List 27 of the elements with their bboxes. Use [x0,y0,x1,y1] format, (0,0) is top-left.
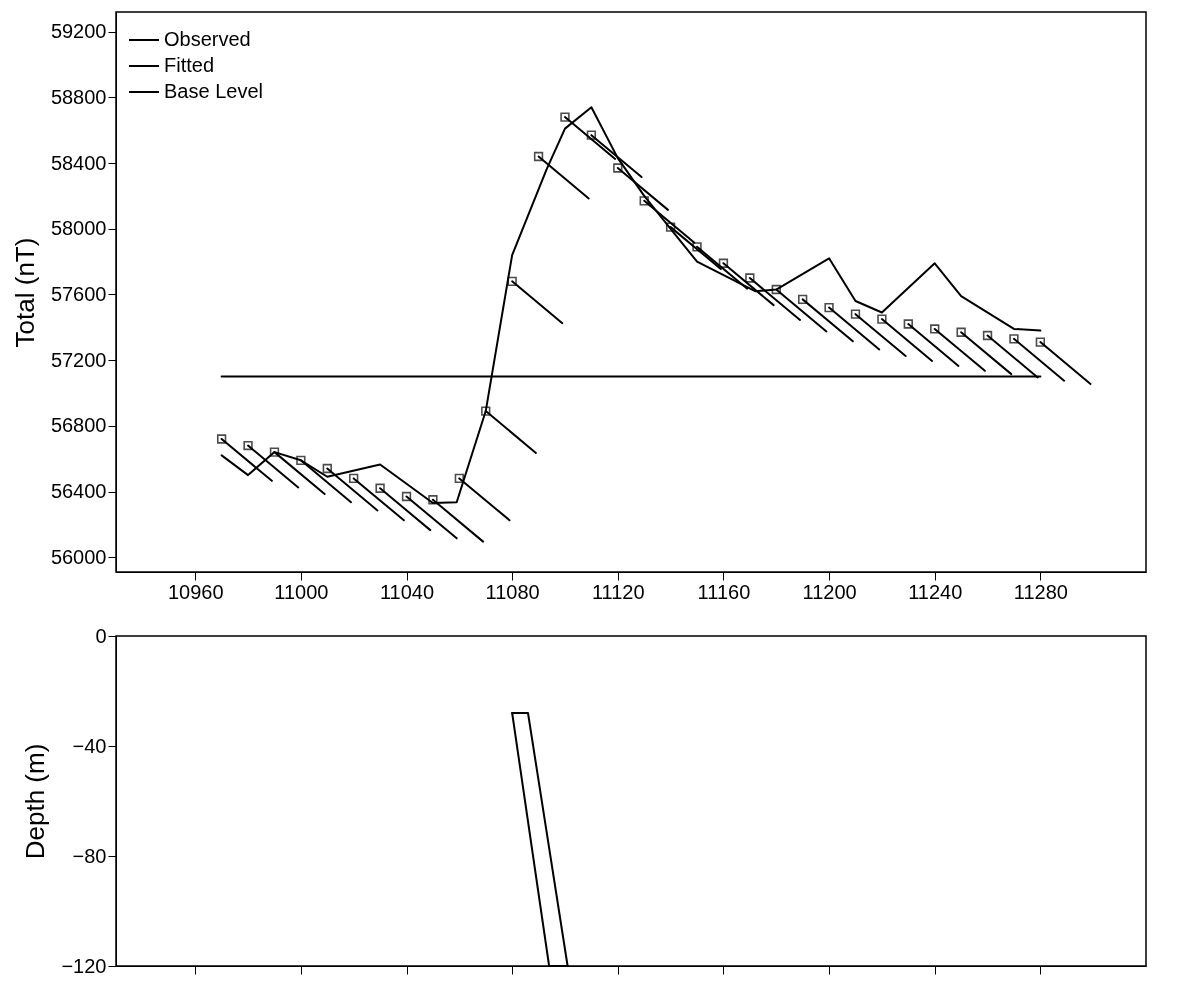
x-tick-label: 10960 [167,580,224,603]
y-tick-label: −80 [72,844,107,867]
x-tick-label: 11000 [274,580,329,603]
x-tick-label: 11040 [379,580,435,603]
y-tick-label: −40 [72,734,107,757]
y-tick-label: 57200 [50,348,107,371]
x-tick-label: 11080 [485,580,540,603]
y-axis-title: Depth (m) [20,743,51,860]
y-tick-label: 0 [95,624,107,647]
x-tick-label: 11160 [697,580,751,603]
x-tick-label: 11280 [1013,580,1068,603]
y-tick-label: −120 [61,954,107,977]
x-tick-label: 11240 [908,580,963,603]
y-tick-label: 58400 [50,151,107,174]
legend-label: Fitted [164,54,215,76]
legend-label: Base Level [164,80,263,102]
y-tick-label: 59200 [50,20,107,43]
y-tick-label: 56800 [50,414,107,437]
y-tick-label: 58000 [50,217,107,240]
y-axis-title: Total (nT) [9,237,40,348]
y-tick-label: 58800 [50,85,107,108]
x-tick-label: 11120 [591,580,645,603]
y-tick-label: 57600 [50,282,107,305]
x-tick-label: 11200 [802,580,857,603]
y-tick-label: 56000 [50,545,107,568]
legend-label: Observed [164,28,251,50]
y-tick-label: 56400 [50,480,107,503]
